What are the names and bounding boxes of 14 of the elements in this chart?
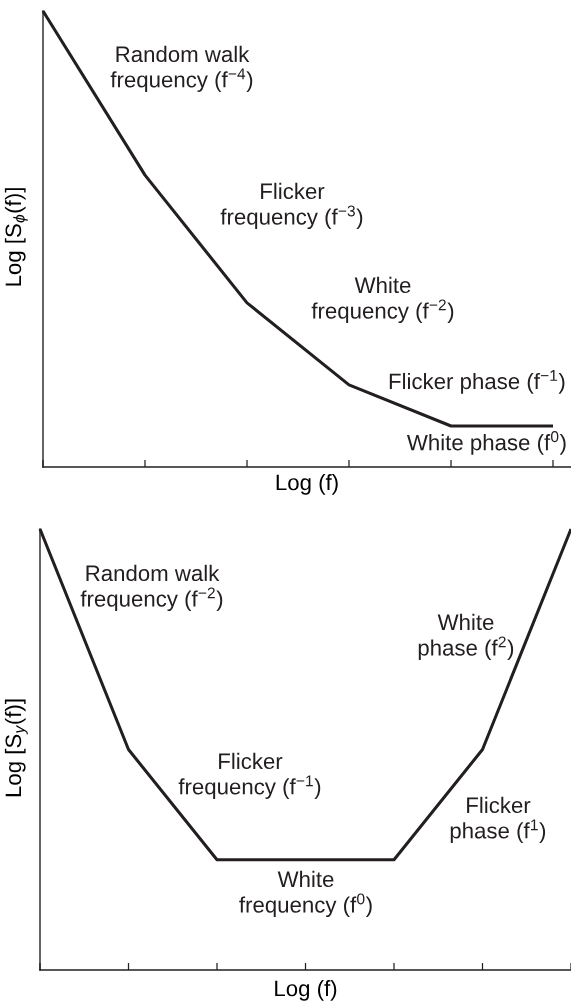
annotation: Random walk frequency (f$^{−4}$) [110,45,253,92]
annotation: White phase (f$^{2}$) [418,613,514,661]
annotation: Flicker phase (f$^{1}$) [450,796,546,843]
annotation: Random walk frequency (f$^{−2}$) [80,564,223,612]
annotation: White phase (f$^{0}$) [406,431,566,455]
annotation: Flicker frequency (f$^{−3}$) [220,182,363,230]
annotation: Flicker phase (f$^{−1}$) [389,370,565,394]
annotation: White frequency (f$^{−2}$) [311,276,454,324]
annotation: White frequency (f$^{0}$) [239,870,372,918]
annotation: Flicker frequency (f$^{−1}$) [178,752,321,799]
y-axis-title: Log [S$_{ϕ}$(f)] [4,188,28,286]
x-axis-title: Log (f) [276,474,338,495]
x-axis-title: Log (f) [275,980,337,1001]
y-axis-title: Log [S$_{y}$(f)] [4,699,28,797]
